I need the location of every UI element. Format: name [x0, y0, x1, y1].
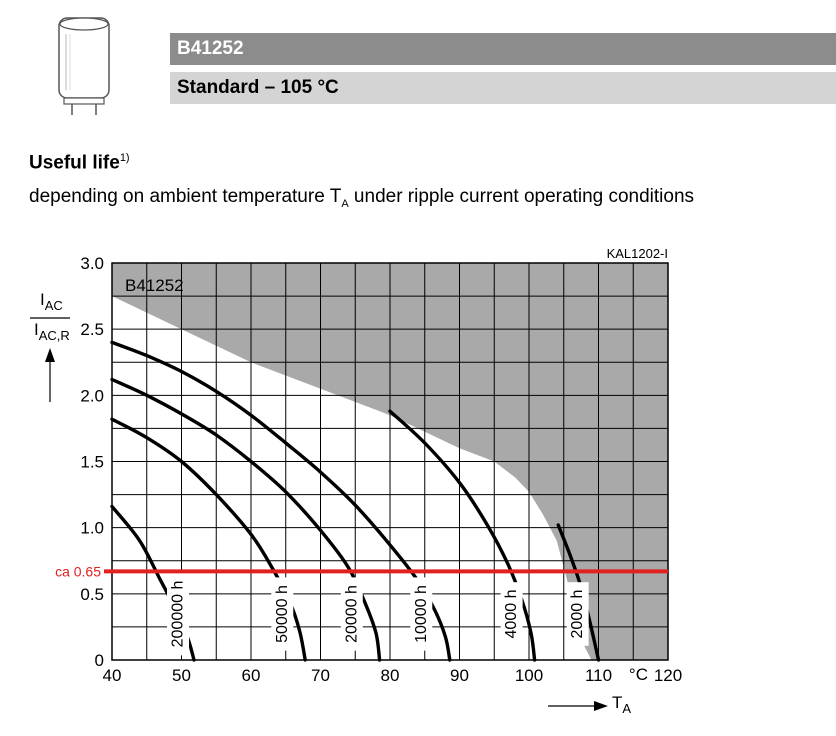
curve-label: 50000 h — [274, 585, 291, 643]
x-tick-label: 110 — [585, 666, 612, 685]
life-curve-3 — [110, 340, 452, 662]
curve-label-bg — [167, 572, 190, 656]
curve-label-bg — [271, 577, 294, 651]
curve-label-bg — [500, 582, 523, 646]
x-tick-label: 100 — [515, 666, 543, 685]
y-label-den-sub: AC,R — [39, 328, 70, 343]
y-label-den: I — [34, 320, 39, 339]
svg-text:IAC,R: IAC,R — [34, 320, 70, 343]
curve-label-bg — [410, 577, 433, 651]
life-curve-1 — [110, 417, 307, 662]
footnote-ref: 1) — [119, 152, 130, 164]
life-curve-2 — [110, 377, 382, 662]
y-tick-label: 0.5 — [80, 585, 104, 604]
x-tick-label: 50 — [172, 666, 191, 685]
y-tick-label: 1.0 — [80, 519, 104, 538]
x-label: T — [612, 693, 622, 712]
plot-frame — [111, 262, 669, 661]
y-tick-label: 2.0 — [80, 386, 104, 405]
x-tick-label: 120 — [654, 666, 682, 685]
section-title: Useful life1) — [29, 152, 130, 174]
section-title-text: Useful life — [29, 152, 120, 174]
curve-label: 20000 h — [343, 585, 360, 643]
y-label-num: I — [40, 290, 45, 309]
series-header: Standard – 105 °C — [170, 72, 836, 104]
capacitor-icon — [58, 17, 110, 115]
y-tick-label: 1.5 — [80, 453, 104, 472]
x-unit: °C — [629, 665, 648, 684]
svg-text:IAC: IAC — [40, 290, 63, 313]
y-tick-label: 2.5 — [80, 320, 104, 339]
x-tick-label: 40 — [103, 666, 122, 685]
arrow-up-icon — [45, 348, 55, 402]
section-subtitle: depending on ambient temperature TA unde… — [29, 186, 694, 210]
subtitle-pre: depending on ambient temperature T — [29, 186, 342, 207]
marker-label: ca 0.65 — [55, 563, 101, 579]
x-tick-label: 70 — [311, 666, 330, 685]
life-curve-4 — [388, 409, 537, 662]
subtitle-post: under ripple current operating condition… — [348, 186, 695, 207]
subtitle-sub: A — [341, 197, 349, 210]
x-tick-label: 90 — [450, 666, 469, 685]
y-label-num-sub: AC — [45, 298, 63, 313]
y-tick-label: 0 — [95, 651, 104, 670]
x-label-sub: A — [622, 701, 631, 716]
x-tick-label: 80 — [381, 666, 400, 685]
curve-label: 4000 h — [503, 590, 520, 639]
y-axis-label: IAC IAC,R — [30, 290, 70, 343]
y-tick-label: 3.0 — [80, 254, 104, 273]
curve-label: 10000 h — [413, 585, 430, 643]
curve-label-bg — [566, 582, 589, 646]
part-label: B41252 — [125, 276, 184, 295]
curve-label: 2000 h — [569, 590, 586, 639]
svg-text:TA: TA — [612, 693, 631, 716]
x-tick-label: 60 — [242, 666, 261, 685]
curve-label-bg — [340, 577, 363, 651]
part-number-header: B41252 — [170, 33, 836, 65]
arrow-right-icon — [548, 701, 608, 711]
chart-code: KAL1202-I — [607, 246, 668, 261]
curve-label: 200000 h — [170, 581, 187, 648]
